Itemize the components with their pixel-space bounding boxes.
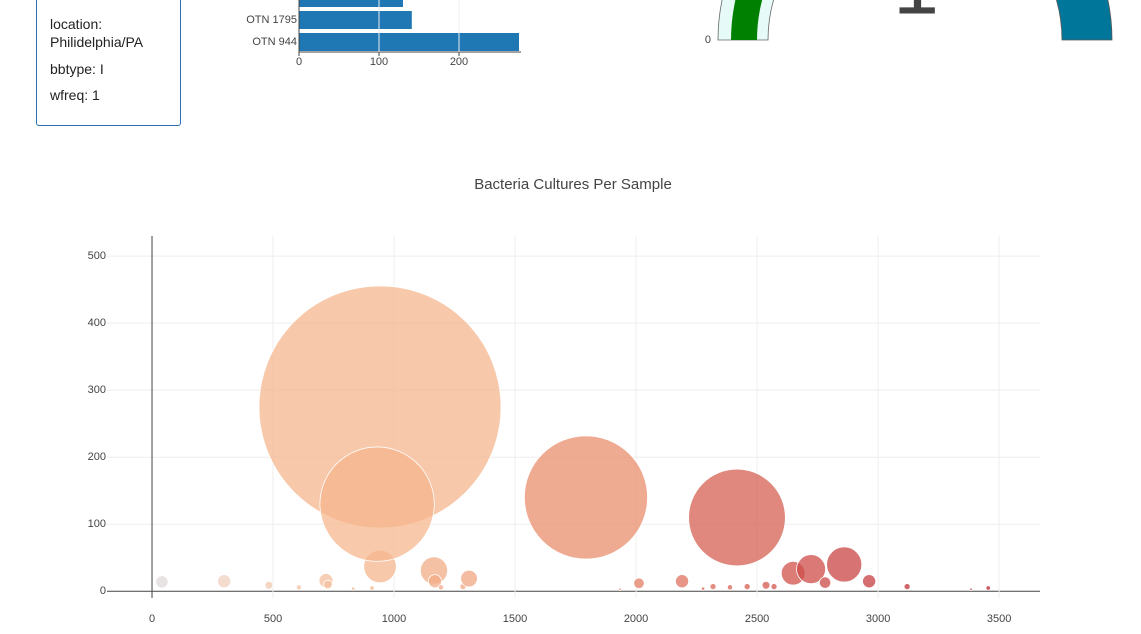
bubble (818, 576, 832, 589)
x-tick-label: 2000 (624, 613, 648, 625)
gauge-tick-label: 0 (705, 34, 711, 46)
bar (299, 11, 412, 29)
metadata-panel: location: Philidelphia/PA bbtype: I wfre… (36, 0, 181, 126)
bubble (350, 586, 356, 591)
bubble (826, 546, 863, 583)
x-tick-label: 1500 (503, 613, 527, 625)
bubble (796, 554, 826, 585)
bar (299, 33, 519, 51)
y-tick-label: 300 (88, 384, 106, 396)
bubble (618, 587, 622, 592)
x-tick-label: 500 (264, 613, 282, 625)
bubble (295, 584, 302, 591)
gauge-value: 1 (893, 0, 939, 32)
y-tick-label: 200 (88, 451, 106, 463)
y-tick-label: 100 (88, 518, 106, 530)
bubble (217, 574, 232, 589)
chart-title: Bacteria Cultures Per Sample (474, 176, 672, 193)
gauge-bar (731, 0, 763, 40)
bubble (688, 468, 786, 567)
panel-line: location: Philidelphia/PA (50, 16, 144, 50)
bubble (761, 580, 771, 590)
bubble (427, 574, 442, 589)
bubble (460, 569, 478, 588)
y-tick-label: 0 (100, 585, 106, 597)
x-tick-label: 100 (370, 56, 388, 68)
bubble (700, 586, 706, 591)
bubble (675, 574, 690, 589)
bubble (985, 585, 991, 591)
bubble (726, 584, 734, 591)
bubble (369, 585, 375, 591)
bubble (743, 583, 751, 591)
bubble (523, 435, 648, 560)
bubble (709, 583, 717, 591)
y-tick-label: OTN 1795 (246, 14, 297, 26)
gauge-band (1056, 0, 1113, 41)
x-tick-label: 0 (149, 613, 155, 625)
y-tick-label: 500 (88, 250, 106, 262)
panel-line: wfreq: 1 (50, 87, 100, 103)
x-tick-label: 1000 (382, 613, 406, 625)
bubble (155, 575, 169, 589)
bubble (903, 583, 911, 591)
x-tick-label: 200 (450, 56, 468, 68)
x-tick-label: 3000 (866, 613, 890, 625)
bar (299, 0, 403, 7)
bubble (319, 446, 435, 562)
x-tick-label: 0 (296, 56, 302, 68)
y-tick-label: OTN 944 (252, 36, 297, 48)
bubble (264, 580, 274, 590)
bubble (437, 584, 445, 591)
x-tick-label: 2500 (745, 613, 769, 625)
bubble (969, 587, 973, 592)
y-tick-label: 400 (88, 317, 106, 329)
bubble (323, 579, 333, 590)
panel-line: bbtype: I (50, 61, 104, 77)
bubble (633, 577, 645, 589)
bubble (770, 583, 778, 591)
x-tick-label: 3500 (987, 613, 1011, 625)
bubble (862, 574, 877, 589)
